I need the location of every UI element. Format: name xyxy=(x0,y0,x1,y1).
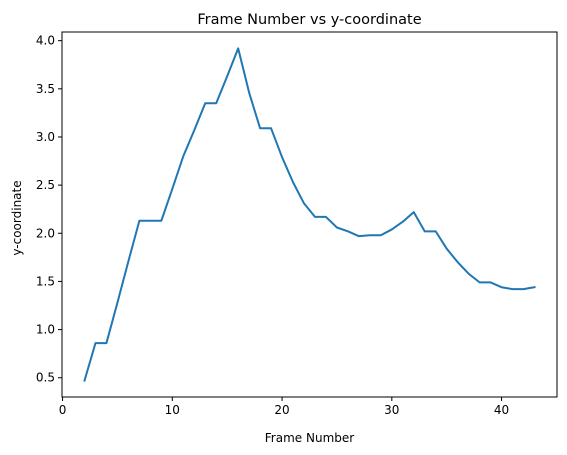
y-tick-label: 1.5 xyxy=(36,274,55,288)
y-tick-label: 4.0 xyxy=(36,34,55,48)
y-tick-label: 0.5 xyxy=(36,371,55,385)
y-tick-label: 3.5 xyxy=(36,82,55,96)
chart-title: Frame Number vs y-coordinate xyxy=(197,12,421,28)
plot-frame xyxy=(61,31,558,398)
x-tick-label: 30 xyxy=(384,403,399,417)
y-tick-label: 3.0 xyxy=(36,130,55,144)
plot-area: 0 10 20 30 40 0.5 1.0 1.5 2.0 2.5 3.0 3.5 4.0 xyxy=(36,31,558,417)
x-tick-label: 20 xyxy=(274,403,289,417)
y-tick-label: 2.0 xyxy=(36,226,55,240)
x-tick-label: 10 xyxy=(165,403,180,417)
y-tick-label: 1.0 xyxy=(36,323,55,337)
x-axis-label: Frame Number xyxy=(265,431,354,445)
y-tick-label: 2.5 xyxy=(36,178,55,192)
x-tick-label: 40 xyxy=(494,403,509,417)
x-tick-label: 0 xyxy=(59,403,67,417)
series-line-0 xyxy=(83,47,536,382)
y-axis-label: y-coordinate xyxy=(10,180,24,255)
